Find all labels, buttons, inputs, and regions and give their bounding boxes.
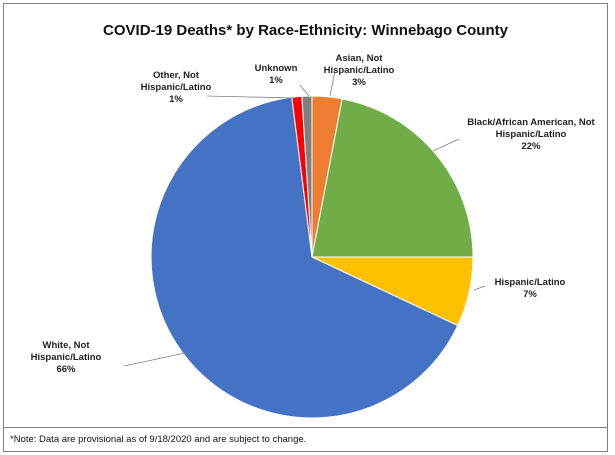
leader-line — [432, 138, 460, 152]
pie-slice — [150, 96, 459, 419]
slice-label: Unknown 1% — [255, 63, 298, 86]
pie-slice — [301, 95, 313, 258]
leader-line — [329, 70, 336, 97]
leader-line — [473, 285, 486, 291]
pie-chart: Asian, Not Hispanic/Latino 3% Black/African… — [31, 53, 596, 419]
footnote: *Note: Data are provisional as of 9/18/2… — [10, 434, 307, 445]
leader-line — [299, 84, 310, 97]
slice-label: Asian, Not Hispanic/Latino 3% — [324, 53, 395, 88]
leader-line — [206, 95, 296, 99]
footnote-box: *Note: Data are provisional as of 9/18/2… — [3, 428, 608, 452]
chart-title: COVID-19 Deaths* by Race-Ethnicity: Winn… — [103, 22, 508, 39]
slice-label: White, Not Hispanic/Latino 66% — [31, 340, 102, 375]
slice-label: Black/African American, Not Hispanic/Lati… — [467, 117, 595, 152]
leader-line — [123, 352, 186, 367]
chart-frame: COVID-19 Deaths* by Race-Ethnicity: Winn… — [3, 3, 608, 428]
pie-slice — [311, 98, 474, 258]
slice-label: Hispanic/Latino 7% — [495, 277, 566, 300]
slice-label: Other, Not Hispanic/Latino 1% — [141, 70, 212, 105]
